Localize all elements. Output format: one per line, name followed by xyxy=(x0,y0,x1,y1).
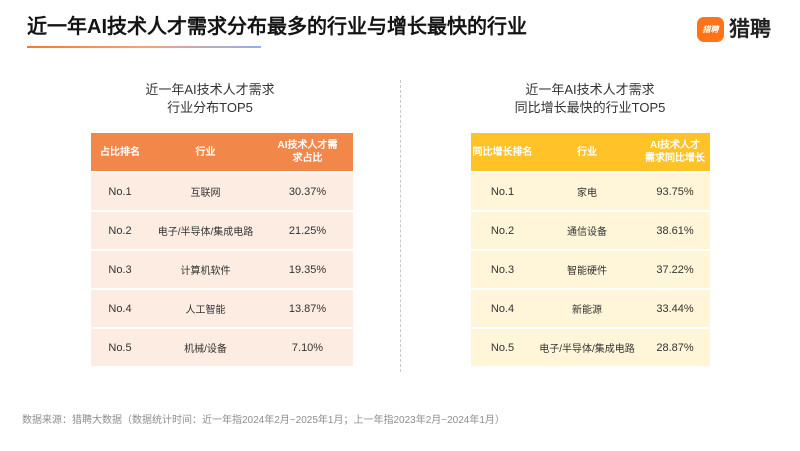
rank-cell: No.4 xyxy=(91,290,149,327)
rank-cell: No.2 xyxy=(471,212,534,249)
industry-growth-table: 同比增长排名 行业 AI技术人才 需求同比增长 No.1 家电 93.75% N… xyxy=(471,133,710,366)
brand-logo: 猎聘 猎聘 xyxy=(697,16,771,43)
table-row: No.1 互联网 30.37% xyxy=(91,173,353,210)
data-source-note: 数据来源：猎聘大数据（数据统计时间：近一年指2024年2月~2025年1月；上一… xyxy=(22,415,505,426)
growth-cell: 37.22% xyxy=(640,251,710,288)
header-rank: 同比增长排名 xyxy=(471,133,534,171)
rank-cell: No.3 xyxy=(471,251,534,288)
table-row: No.3 计算机软件 19.35% xyxy=(91,251,353,288)
header-rank: 占比排名 xyxy=(91,133,149,171)
industry-cell: 家电 xyxy=(534,173,640,210)
growth-cell: 33.44% xyxy=(640,290,710,327)
growth-cell: 28.87% xyxy=(640,329,710,366)
rank-cell: No.2 xyxy=(91,212,149,249)
header-growth: AI技术人才 需求同比增长 xyxy=(640,133,710,171)
title-underline xyxy=(27,46,261,48)
growth-cell: 38.61% xyxy=(640,212,710,249)
header-share: AI技术人才需 求占比 xyxy=(262,133,353,171)
table-row: No.4 新能源 33.44% xyxy=(471,290,710,327)
industry-cell: 电子/半导体/集成电路 xyxy=(149,212,262,249)
rank-cell: No.1 xyxy=(471,173,534,210)
liepin-logo-icon: 猎聘 xyxy=(697,17,724,42)
share-cell: 7.10% xyxy=(262,329,353,366)
industry-cell: 电子/半导体/集成电路 xyxy=(534,329,640,366)
share-table-title: 近一年AI技术人才需求 行业分布TOP5 xyxy=(145,82,275,115)
section-divider xyxy=(400,80,401,372)
industry-cell: 人工智能 xyxy=(149,290,262,327)
industry-cell: 智能硬件 xyxy=(534,251,640,288)
share-cell: 21.25% xyxy=(262,212,353,249)
share-cell: 13.87% xyxy=(262,290,353,327)
table-row: No.2 电子/半导体/集成电路 21.25% xyxy=(91,212,353,249)
brand-name: 猎聘 xyxy=(729,18,771,41)
industry-cell: 互联网 xyxy=(149,173,262,210)
table-row: No.3 智能硬件 37.22% xyxy=(471,251,710,288)
header-row: 占比排名 行业 AI技术人才需 求占比 xyxy=(91,133,353,171)
growth-table-title: 近一年AI技术人才需求 同比增长最快的行业TOP5 xyxy=(514,82,666,115)
rank-cell: No.5 xyxy=(471,329,534,366)
industry-cell: 机械/设备 xyxy=(149,329,262,366)
share-cell: 19.35% xyxy=(262,251,353,288)
table-row: No.1 家电 93.75% xyxy=(471,173,710,210)
industry-cell: 计算机软件 xyxy=(149,251,262,288)
table-row: No.5 电子/半导体/集成电路 28.87% xyxy=(471,329,710,366)
industry-share-table: 占比排名 行业 AI技术人才需 求占比 No.1 互联网 30.37% No.2… xyxy=(91,133,353,366)
share-cell: 30.37% xyxy=(262,173,353,210)
table-row: No.2 通信设备 38.61% xyxy=(471,212,710,249)
rank-cell: No.1 xyxy=(91,173,149,210)
rank-cell: No.3 xyxy=(91,251,149,288)
growth-cell: 93.75% xyxy=(640,173,710,210)
header-row: 同比增长排名 行业 AI技术人才 需求同比增长 xyxy=(471,133,710,171)
page-title: 近一年AI技术人才需求分布最多的行业与增长最快的行业 xyxy=(27,16,527,38)
industry-cell: 通信设备 xyxy=(534,212,640,249)
rank-cell: No.5 xyxy=(91,329,149,366)
table-row: No.4 人工智能 13.87% xyxy=(91,290,353,327)
header-industry: 行业 xyxy=(149,133,262,171)
header-industry: 行业 xyxy=(534,133,640,171)
rank-cell: No.4 xyxy=(471,290,534,327)
industry-cell: 新能源 xyxy=(534,290,640,327)
table-row: No.5 机械/设备 7.10% xyxy=(91,329,353,366)
